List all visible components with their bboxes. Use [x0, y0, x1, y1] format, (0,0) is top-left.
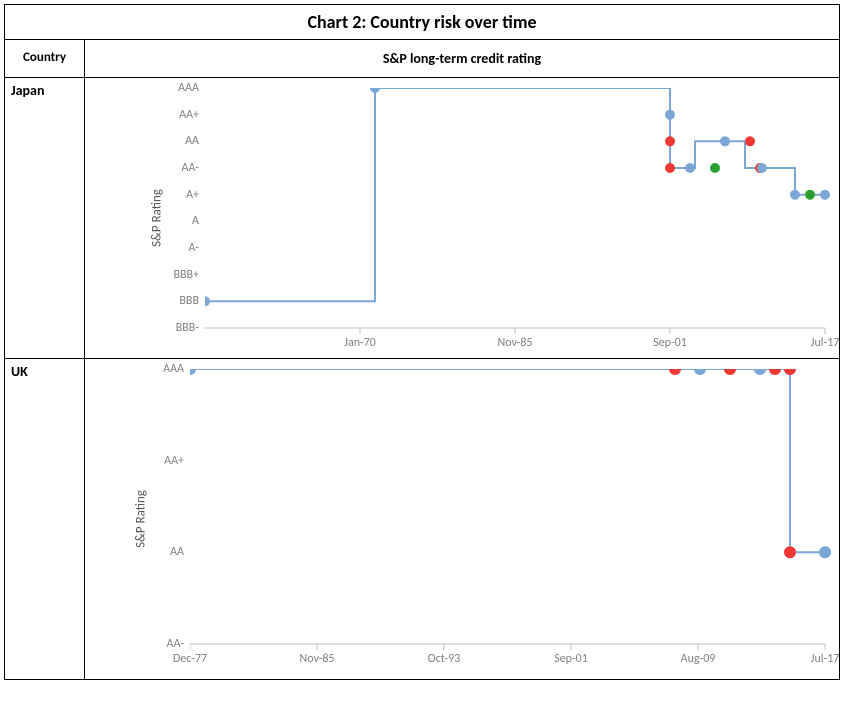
data-marker: [757, 163, 767, 173]
x-tick-label: Oct-93: [428, 652, 461, 666]
chart-title: Chart 2: Country risk over time: [307, 11, 536, 33]
data-marker: [724, 369, 736, 375]
series-line: [190, 369, 825, 552]
chart-container: Chart 2: Country risk over time Country …: [4, 4, 840, 680]
country-label: Japan: [5, 78, 85, 358]
data-row: JapanS&P RatingAAAAA+AAAA-A+AA-BBB+BBBBB…: [5, 78, 839, 359]
header-row: Country S&P long-term credit rating: [5, 40, 839, 78]
y-tick-label: BBB+: [85, 268, 205, 282]
y-tick-label: AAA: [85, 362, 190, 376]
x-tick-label: Sep-01: [554, 652, 588, 666]
y-tick-label: BBB-: [85, 321, 205, 335]
country-label: UK: [5, 359, 85, 679]
y-tick-label: AA: [85, 134, 205, 148]
data-rows: JapanS&P RatingAAAAA+AAAA-A+AA-BBB+BBBBB…: [5, 78, 839, 679]
data-marker: [710, 163, 720, 173]
y-tick-label: AA-: [85, 637, 190, 651]
y-tick-label: A+: [85, 188, 205, 202]
y-tick-label: A-: [85, 241, 205, 255]
y-tick-label: AA: [85, 545, 190, 559]
chart-cell: S&P RatingAAAAA+AAAA-Dec-77Nov-85Oct-93S…: [85, 359, 839, 679]
data-marker: [790, 190, 800, 200]
y-tick-label: AA-: [85, 161, 205, 175]
data-marker: [665, 136, 675, 146]
data-marker: [665, 110, 675, 120]
x-tick-label: Aug-09: [681, 652, 716, 666]
country-header: Country: [5, 40, 85, 77]
rating-header: S&P long-term credit rating: [85, 40, 839, 77]
data-marker: [720, 136, 730, 146]
x-tick-label: Nov-85: [299, 652, 334, 666]
data-marker: [685, 163, 695, 173]
data-marker: [370, 88, 380, 93]
plot-area: [190, 369, 835, 664]
data-marker: [669, 369, 681, 375]
data-row: UKS&P RatingAAAAA+AAAA-Dec-77Nov-85Oct-9…: [5, 359, 839, 679]
data-marker: [784, 546, 796, 558]
data-marker: [745, 136, 755, 146]
data-marker: [190, 369, 196, 375]
x-tick-label: Dec-77: [173, 652, 207, 666]
x-tick-label: Sep-01: [653, 336, 687, 350]
series-line: [205, 88, 825, 301]
data-marker: [784, 369, 796, 375]
data-marker: [694, 369, 706, 375]
step-chart: S&P RatingAAAAA+AAAA-Dec-77Nov-85Oct-93S…: [85, 359, 839, 679]
y-tick-label: A: [85, 214, 205, 228]
x-tick-label: Jul-17: [811, 336, 840, 350]
data-marker: [820, 190, 830, 200]
y-tick-label: BBB: [85, 294, 205, 308]
plot-area: [205, 88, 835, 348]
title-row: Chart 2: Country risk over time: [5, 5, 839, 40]
y-tick-label: AAA: [85, 81, 205, 95]
data-marker: [769, 369, 781, 375]
data-marker: [819, 546, 831, 558]
y-tick-label: AA+: [85, 454, 190, 468]
data-marker: [805, 190, 815, 200]
data-marker: [205, 296, 210, 306]
chart-cell: S&P RatingAAAAA+AAAA-A+AA-BBB+BBBBBB-Jan…: [85, 78, 839, 358]
y-tick-label: AA+: [85, 108, 205, 122]
x-tick-label: Nov-85: [497, 336, 532, 350]
data-marker: [754, 369, 766, 375]
step-chart: S&P RatingAAAAA+AAAA-A+AA-BBB+BBBBBB-Jan…: [85, 78, 839, 358]
x-tick-label: Jul-17: [811, 652, 840, 666]
data-marker: [665, 163, 675, 173]
x-tick-label: Jan-70: [344, 336, 376, 350]
